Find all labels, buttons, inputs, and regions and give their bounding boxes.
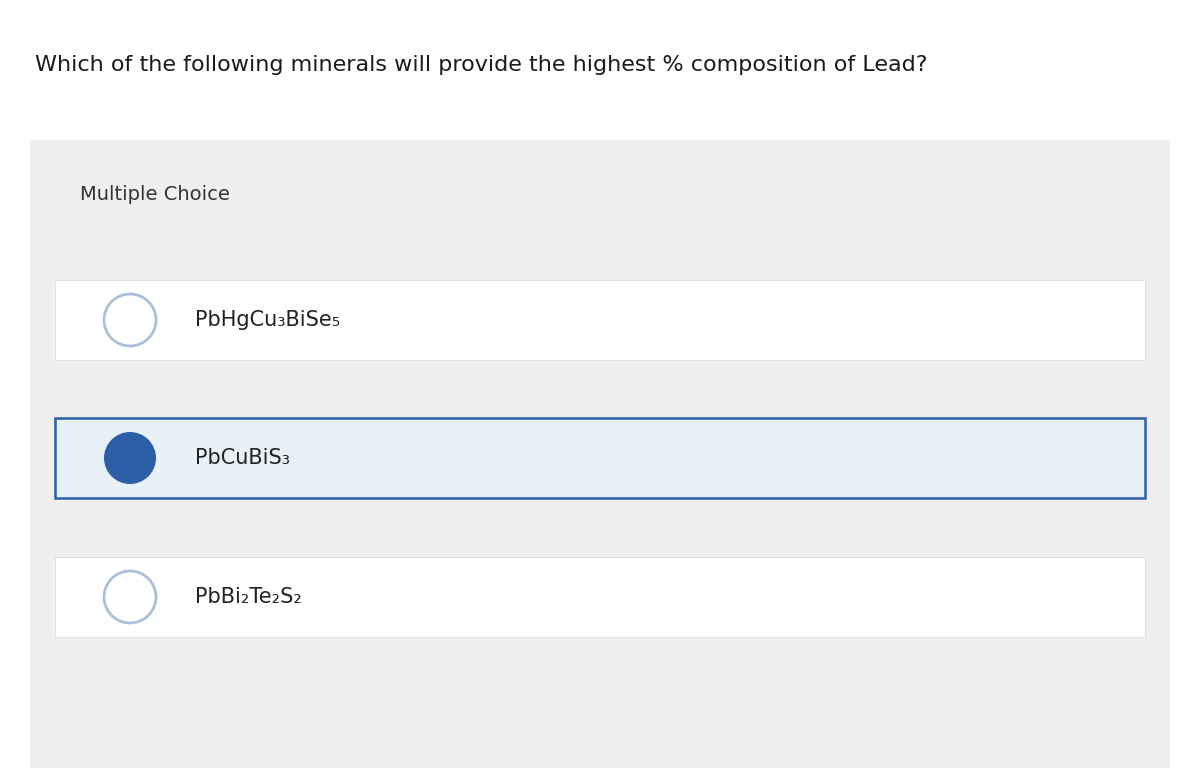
Circle shape xyxy=(104,432,156,484)
Text: Which of the following minerals will provide the highest % composition of Lead?: Which of the following minerals will pro… xyxy=(35,55,928,75)
Text: PbHgCu₃BiSe₅: PbHgCu₃BiSe₅ xyxy=(194,310,341,330)
Circle shape xyxy=(104,571,156,623)
Text: Multiple Choice: Multiple Choice xyxy=(80,185,230,204)
FancyBboxPatch shape xyxy=(55,557,1145,637)
FancyBboxPatch shape xyxy=(55,418,1145,498)
Text: PbBi₂Te₂S₂: PbBi₂Te₂S₂ xyxy=(194,587,302,607)
Text: PbCuBiS₃: PbCuBiS₃ xyxy=(194,448,290,468)
FancyBboxPatch shape xyxy=(30,140,1170,768)
FancyBboxPatch shape xyxy=(55,280,1145,360)
Circle shape xyxy=(104,294,156,346)
